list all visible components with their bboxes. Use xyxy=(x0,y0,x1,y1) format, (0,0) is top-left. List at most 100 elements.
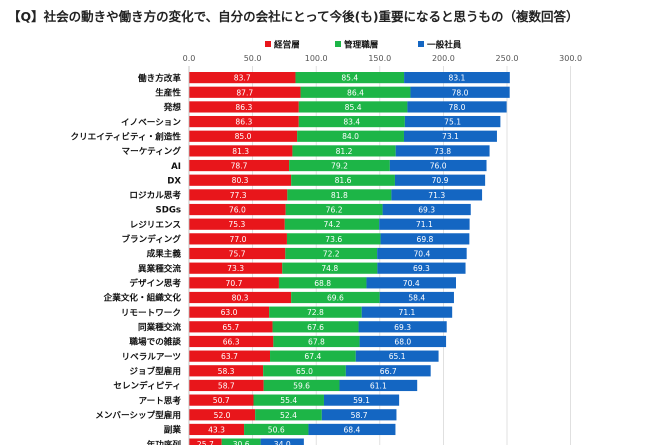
data-label: 73.6 xyxy=(325,235,342,244)
data-label: 78.0 xyxy=(449,103,466,112)
stacked-bar-chart: 0.0 50.0 100.0 150.0 200.0 250.0 300.0 経営層 管理職層 一… xyxy=(0,0,650,445)
legend-label: 管理職層 xyxy=(344,39,378,51)
category-label: ブランディング xyxy=(121,233,181,245)
x-tick-label: 50.0 xyxy=(244,54,262,63)
data-label: 52.0 xyxy=(214,411,231,420)
data-label: 68.4 xyxy=(343,425,360,434)
x-tick-label: 150.0 xyxy=(368,54,391,63)
category-label: マーケティング xyxy=(122,145,182,157)
data-label: 65.7 xyxy=(222,323,239,332)
data-label: 43.3 xyxy=(208,425,225,434)
legend-label: 経営層 xyxy=(274,39,300,51)
data-label: 86.3 xyxy=(235,103,252,112)
data-label: 68.0 xyxy=(394,337,411,346)
category-label: 企業文化・組織文化 xyxy=(103,292,182,304)
category-label: リベラルアーツ xyxy=(122,351,181,362)
category-label: 生産性 xyxy=(155,86,181,98)
data-label: 80.3 xyxy=(232,176,249,185)
category-label: セレンディピティ xyxy=(113,380,181,392)
x-tick-label: 200.0 xyxy=(432,54,455,63)
data-label: 68.8 xyxy=(314,279,331,288)
data-label: 50.7 xyxy=(213,396,230,405)
data-label: 74.2 xyxy=(324,220,341,229)
category-label: リモートワーク xyxy=(121,307,181,318)
data-label: 81.2 xyxy=(336,147,353,156)
data-label: 72.2 xyxy=(323,250,340,259)
x-tick-label: 250.0 xyxy=(496,54,519,63)
data-label: 76.2 xyxy=(326,206,343,215)
data-label: 76.0 xyxy=(229,206,246,215)
legend-swatch xyxy=(335,41,341,47)
data-label: 73.8 xyxy=(434,147,451,156)
data-label: 86.4 xyxy=(347,88,364,97)
category-label: 働き方改革 xyxy=(137,72,181,84)
category-label: アート思考 xyxy=(139,394,182,406)
legend-swatch xyxy=(418,41,424,47)
legend-label: 一般社員 xyxy=(427,39,462,51)
data-label: 71.1 xyxy=(416,220,433,229)
data-label: 81.3 xyxy=(232,147,249,156)
data-label: 78.7 xyxy=(231,162,248,171)
category-label: クリエイティビティ・創造性 xyxy=(70,130,181,142)
category-label: メンバーシップ型雇用 xyxy=(95,409,181,421)
category-label: レジリエンス xyxy=(130,219,181,230)
data-label: 80.3 xyxy=(232,294,249,303)
x-tick-label: 100.0 xyxy=(305,54,328,63)
data-label: 86.3 xyxy=(235,118,252,127)
data-label: 70.4 xyxy=(403,279,420,288)
data-label: 58.3 xyxy=(218,367,235,376)
data-label: 72.8 xyxy=(307,308,324,317)
data-label: 70.4 xyxy=(413,250,430,259)
category-label: 異業種交流 xyxy=(138,262,181,274)
data-label: 74.8 xyxy=(321,264,338,273)
data-label: 83.4 xyxy=(343,118,360,127)
data-label: 50.6 xyxy=(268,425,285,434)
data-label: 75.1 xyxy=(444,118,461,127)
data-label: 58.4 xyxy=(408,294,425,303)
category-label: 職場での雑談 xyxy=(129,336,181,348)
data-label: 85.4 xyxy=(341,74,358,83)
category-label: ジョブ型雇用 xyxy=(129,365,181,377)
data-label: 63.0 xyxy=(221,308,238,317)
data-label: 75.7 xyxy=(229,250,246,259)
data-label: 85.4 xyxy=(345,103,362,112)
data-label: 66.3 xyxy=(223,337,240,346)
category-label: DX xyxy=(167,176,181,186)
data-label: 70.7 xyxy=(226,279,243,288)
data-label: 65.1 xyxy=(389,352,406,361)
data-label: 75.3 xyxy=(228,220,245,229)
data-label: 30.6 xyxy=(233,440,250,445)
data-label: 83.1 xyxy=(448,74,465,83)
data-label: 73.1 xyxy=(442,132,459,141)
data-label: 79.2 xyxy=(331,162,348,171)
category-label: 同業種交流 xyxy=(138,321,181,333)
data-label: 69.3 xyxy=(394,323,411,332)
data-label: 77.3 xyxy=(230,191,247,200)
data-label: 63.7 xyxy=(221,352,238,361)
data-label: 70.9 xyxy=(432,176,449,185)
x-tick-label: 0.0 xyxy=(183,54,196,63)
data-label: 66.7 xyxy=(380,367,397,376)
x-tick-label: 300.0 xyxy=(559,54,582,63)
data-label: 71.3 xyxy=(428,191,445,200)
data-label: 61.1 xyxy=(370,381,387,390)
data-label: 69.3 xyxy=(418,206,435,215)
data-label: 83.7 xyxy=(234,74,251,83)
data-label: 76.0 xyxy=(430,162,447,171)
data-label: 69.6 xyxy=(327,294,344,303)
data-label: 85.0 xyxy=(235,132,252,141)
category-label: AI xyxy=(171,162,181,172)
data-label: 78.0 xyxy=(452,88,469,97)
data-label: 84.0 xyxy=(342,132,359,141)
data-label: 81.8 xyxy=(331,191,348,200)
category-label: SDGs xyxy=(156,206,182,216)
data-label: 55.4 xyxy=(280,396,297,405)
data-label: 67.6 xyxy=(307,323,324,332)
data-label: 67.4 xyxy=(304,352,321,361)
data-label: 87.7 xyxy=(236,88,253,97)
category-label: 発想 xyxy=(163,101,182,113)
data-label: 25.7 xyxy=(197,440,214,445)
data-label: 69.3 xyxy=(413,264,430,273)
data-label: 34.0 xyxy=(274,440,291,445)
data-label: 73.3 xyxy=(227,264,244,273)
